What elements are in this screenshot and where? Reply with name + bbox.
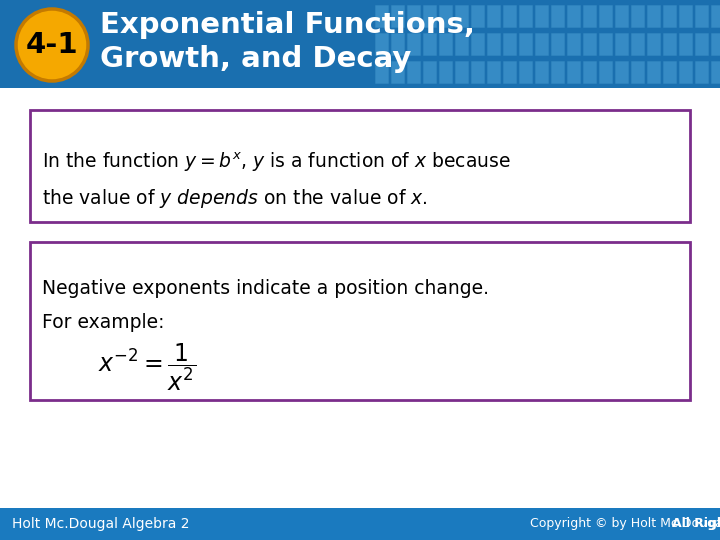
FancyBboxPatch shape [663, 5, 676, 27]
FancyBboxPatch shape [391, 33, 404, 55]
FancyBboxPatch shape [0, 508, 720, 540]
FancyBboxPatch shape [679, 61, 692, 83]
Circle shape [16, 9, 88, 81]
FancyBboxPatch shape [407, 5, 420, 27]
FancyBboxPatch shape [695, 5, 708, 27]
FancyBboxPatch shape [487, 61, 500, 83]
FancyBboxPatch shape [647, 33, 660, 55]
Text: Exponential Functions,: Exponential Functions, [100, 11, 475, 39]
FancyBboxPatch shape [599, 5, 612, 27]
FancyBboxPatch shape [583, 5, 596, 27]
FancyBboxPatch shape [407, 61, 420, 83]
FancyBboxPatch shape [407, 33, 420, 55]
FancyBboxPatch shape [375, 61, 388, 83]
FancyBboxPatch shape [583, 61, 596, 83]
FancyBboxPatch shape [679, 33, 692, 55]
FancyBboxPatch shape [583, 33, 596, 55]
FancyBboxPatch shape [519, 61, 532, 83]
FancyBboxPatch shape [439, 33, 452, 55]
FancyBboxPatch shape [615, 33, 628, 55]
FancyBboxPatch shape [519, 5, 532, 27]
FancyBboxPatch shape [471, 61, 484, 83]
FancyBboxPatch shape [535, 33, 548, 55]
Text: Negative exponents indicate a position change.: Negative exponents indicate a position c… [42, 280, 489, 299]
FancyBboxPatch shape [487, 5, 500, 27]
FancyBboxPatch shape [423, 5, 436, 27]
FancyBboxPatch shape [455, 61, 468, 83]
FancyBboxPatch shape [30, 110, 158, 136]
FancyBboxPatch shape [567, 5, 580, 27]
FancyBboxPatch shape [599, 61, 612, 83]
FancyBboxPatch shape [487, 33, 500, 55]
FancyBboxPatch shape [679, 5, 692, 27]
Text: Remember!: Remember! [38, 247, 143, 262]
FancyBboxPatch shape [471, 5, 484, 27]
FancyBboxPatch shape [711, 5, 720, 27]
FancyBboxPatch shape [695, 33, 708, 55]
FancyBboxPatch shape [663, 33, 676, 55]
FancyBboxPatch shape [631, 5, 644, 27]
FancyBboxPatch shape [30, 242, 158, 268]
FancyBboxPatch shape [391, 5, 404, 27]
FancyBboxPatch shape [535, 61, 548, 83]
FancyBboxPatch shape [30, 242, 690, 400]
FancyBboxPatch shape [695, 61, 708, 83]
FancyBboxPatch shape [615, 61, 628, 83]
FancyBboxPatch shape [631, 33, 644, 55]
FancyBboxPatch shape [647, 5, 660, 27]
FancyBboxPatch shape [615, 5, 628, 27]
FancyBboxPatch shape [30, 110, 690, 222]
FancyBboxPatch shape [455, 33, 468, 55]
FancyBboxPatch shape [711, 33, 720, 55]
FancyBboxPatch shape [663, 61, 676, 83]
FancyBboxPatch shape [551, 5, 564, 27]
FancyBboxPatch shape [0, 0, 720, 88]
Text: All Rights Reserved.: All Rights Reserved. [672, 517, 720, 530]
FancyBboxPatch shape [599, 33, 612, 55]
FancyBboxPatch shape [503, 33, 516, 55]
Text: In the function $y = b^x$, $y$ is a function of $x$ because: In the function $y = b^x$, $y$ is a func… [42, 150, 511, 174]
FancyBboxPatch shape [519, 33, 532, 55]
FancyBboxPatch shape [567, 33, 580, 55]
FancyBboxPatch shape [423, 33, 436, 55]
FancyBboxPatch shape [423, 61, 436, 83]
Text: Growth, and Decay: Growth, and Decay [100, 45, 411, 73]
FancyBboxPatch shape [631, 61, 644, 83]
FancyBboxPatch shape [375, 33, 388, 55]
FancyBboxPatch shape [503, 61, 516, 83]
FancyBboxPatch shape [535, 5, 548, 27]
Text: 4-1: 4-1 [26, 31, 78, 59]
Text: For example:: For example: [42, 313, 164, 332]
FancyBboxPatch shape [551, 61, 564, 83]
FancyBboxPatch shape [455, 5, 468, 27]
FancyBboxPatch shape [391, 61, 404, 83]
FancyBboxPatch shape [647, 61, 660, 83]
Text: Remember!: Remember! [38, 116, 143, 131]
Text: Copyright © by Holt Mc Dougal.: Copyright © by Holt Mc Dougal. [530, 517, 720, 530]
FancyBboxPatch shape [711, 61, 720, 83]
Text: Holt Mc.Dougal Algebra 2: Holt Mc.Dougal Algebra 2 [12, 517, 189, 531]
FancyBboxPatch shape [567, 61, 580, 83]
FancyBboxPatch shape [439, 61, 452, 83]
FancyBboxPatch shape [551, 33, 564, 55]
FancyBboxPatch shape [471, 33, 484, 55]
FancyBboxPatch shape [375, 5, 388, 27]
FancyBboxPatch shape [503, 5, 516, 27]
FancyBboxPatch shape [439, 5, 452, 27]
Text: $x^{-2} = \dfrac{1}{x^2}$: $x^{-2} = \dfrac{1}{x^2}$ [98, 341, 196, 393]
Text: the value of $y$ $\it{depends}$ on the value of $x$.: the value of $y$ $\it{depends}$ on the v… [42, 186, 428, 210]
